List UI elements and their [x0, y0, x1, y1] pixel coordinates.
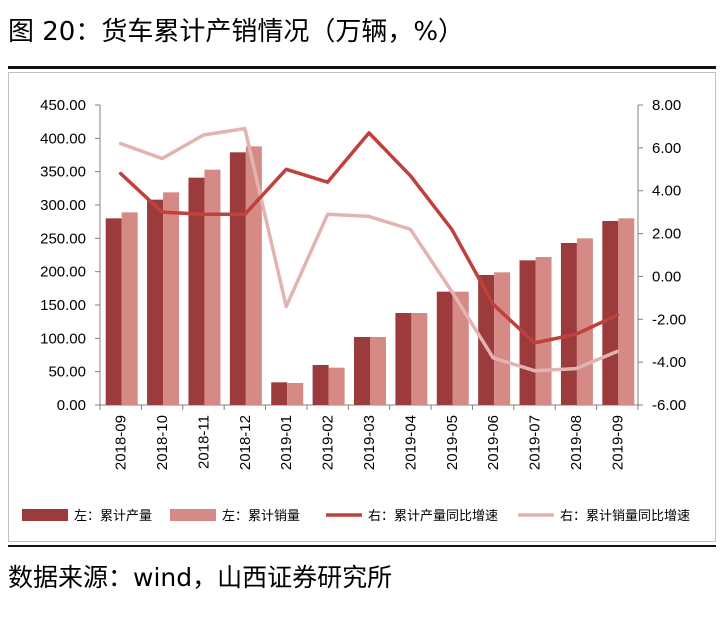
- production-bar: [436, 291, 453, 405]
- production-bar: [229, 152, 246, 405]
- sales-bar: [535, 257, 552, 405]
- bottom-rule: [8, 545, 716, 547]
- production-bar: [354, 337, 370, 405]
- left-tick-label: 0.00: [57, 397, 86, 414]
- left-tick-label: 300.00: [40, 197, 86, 214]
- left-tick-label: 450.00: [40, 97, 86, 114]
- right-tick-label: 6.00: [652, 140, 681, 157]
- x-tick-label: 2019-07: [527, 415, 544, 470]
- left-tick-label: 50.00: [48, 364, 86, 381]
- source-note: 数据来源：wind，山西证券研究所: [8, 563, 393, 592]
- production-bar: [560, 243, 577, 405]
- production-bar: [602, 221, 619, 405]
- x-tick-label: 2019-09: [609, 415, 626, 470]
- left-tick-label: 350.00: [40, 164, 86, 181]
- sales-bar: [618, 218, 635, 405]
- legend-swatch-production: [22, 509, 68, 521]
- left-tick-label: 150.00: [40, 297, 86, 314]
- left-tick-label: 200.00: [40, 264, 86, 281]
- x-tick-label: 2019-06: [485, 415, 502, 470]
- production-bar: [147, 199, 164, 405]
- legend-label: 左：累计产量: [74, 508, 152, 523]
- production-bar: [271, 382, 288, 405]
- sales-bar: [452, 291, 469, 405]
- x-tick-label: 2019-01: [278, 415, 295, 470]
- sales-bar: [328, 367, 345, 405]
- left-tick-label: 100.00: [40, 330, 86, 347]
- chart-frame: [8, 72, 716, 542]
- sales-bar: [411, 313, 428, 405]
- x-tick-label: 2019-04: [402, 415, 419, 470]
- left-tick-label: 400.00: [40, 130, 86, 147]
- production-bar: [105, 218, 122, 405]
- figure-title: 图 20：货车累计产销情况（万辆，%）: [8, 17, 465, 47]
- sales-bar: [370, 337, 386, 405]
- production-growth-line: [118, 131, 620, 345]
- right-tick-label: 8.00: [652, 97, 681, 114]
- sales-bar: [576, 238, 593, 405]
- x-tick-label: 2018-12: [237, 415, 254, 470]
- legend-swatch-sales: [170, 509, 216, 521]
- top-rule: [8, 66, 716, 69]
- x-tick-label: 2019-08: [568, 415, 585, 470]
- x-tick-label: 2019-03: [361, 415, 378, 470]
- right-tick-label: 2.00: [652, 226, 681, 243]
- legend-label: 左：累计销量: [222, 508, 300, 523]
- legend-label: 右：累计销量同比增速: [560, 508, 690, 523]
- sales-bar: [163, 192, 180, 405]
- legend-label: 右：累计产量同比增速: [368, 508, 498, 523]
- x-tick-label: 2018-10: [154, 415, 171, 470]
- sales-bar: [287, 383, 304, 405]
- x-tick-label: 2019-02: [320, 415, 337, 470]
- left-tick-label: 250.00: [40, 230, 86, 247]
- right-tick-label: 4.00: [652, 183, 681, 200]
- sales-bar: [121, 212, 138, 405]
- right-tick-label: -6.00: [652, 397, 686, 414]
- right-tick-label: -4.00: [652, 354, 686, 371]
- production-bar: [188, 177, 205, 405]
- right-tick-label: 0.00: [652, 268, 681, 285]
- x-tick-label: 2019-05: [444, 415, 461, 470]
- x-tick-label: 2018-09: [113, 415, 130, 470]
- production-bar: [312, 365, 329, 405]
- x-tick-label: 2018-11: [195, 415, 212, 469]
- sales-growth-line: [118, 126, 620, 373]
- sales-bar: [204, 169, 221, 405]
- right-tick-label: -2.00: [652, 311, 686, 328]
- chart-svg: 0.00 50.00 100.00 150.00 200.00 250.00 300.00 3…: [8, 72, 716, 542]
- sales-bar: [494, 272, 511, 405]
- production-bar: [395, 313, 412, 405]
- chart-area: 0.00 50.00 100.00 150.00 200.00 250.00 300.00 3…: [8, 72, 716, 542]
- production-bar: [478, 275, 495, 405]
